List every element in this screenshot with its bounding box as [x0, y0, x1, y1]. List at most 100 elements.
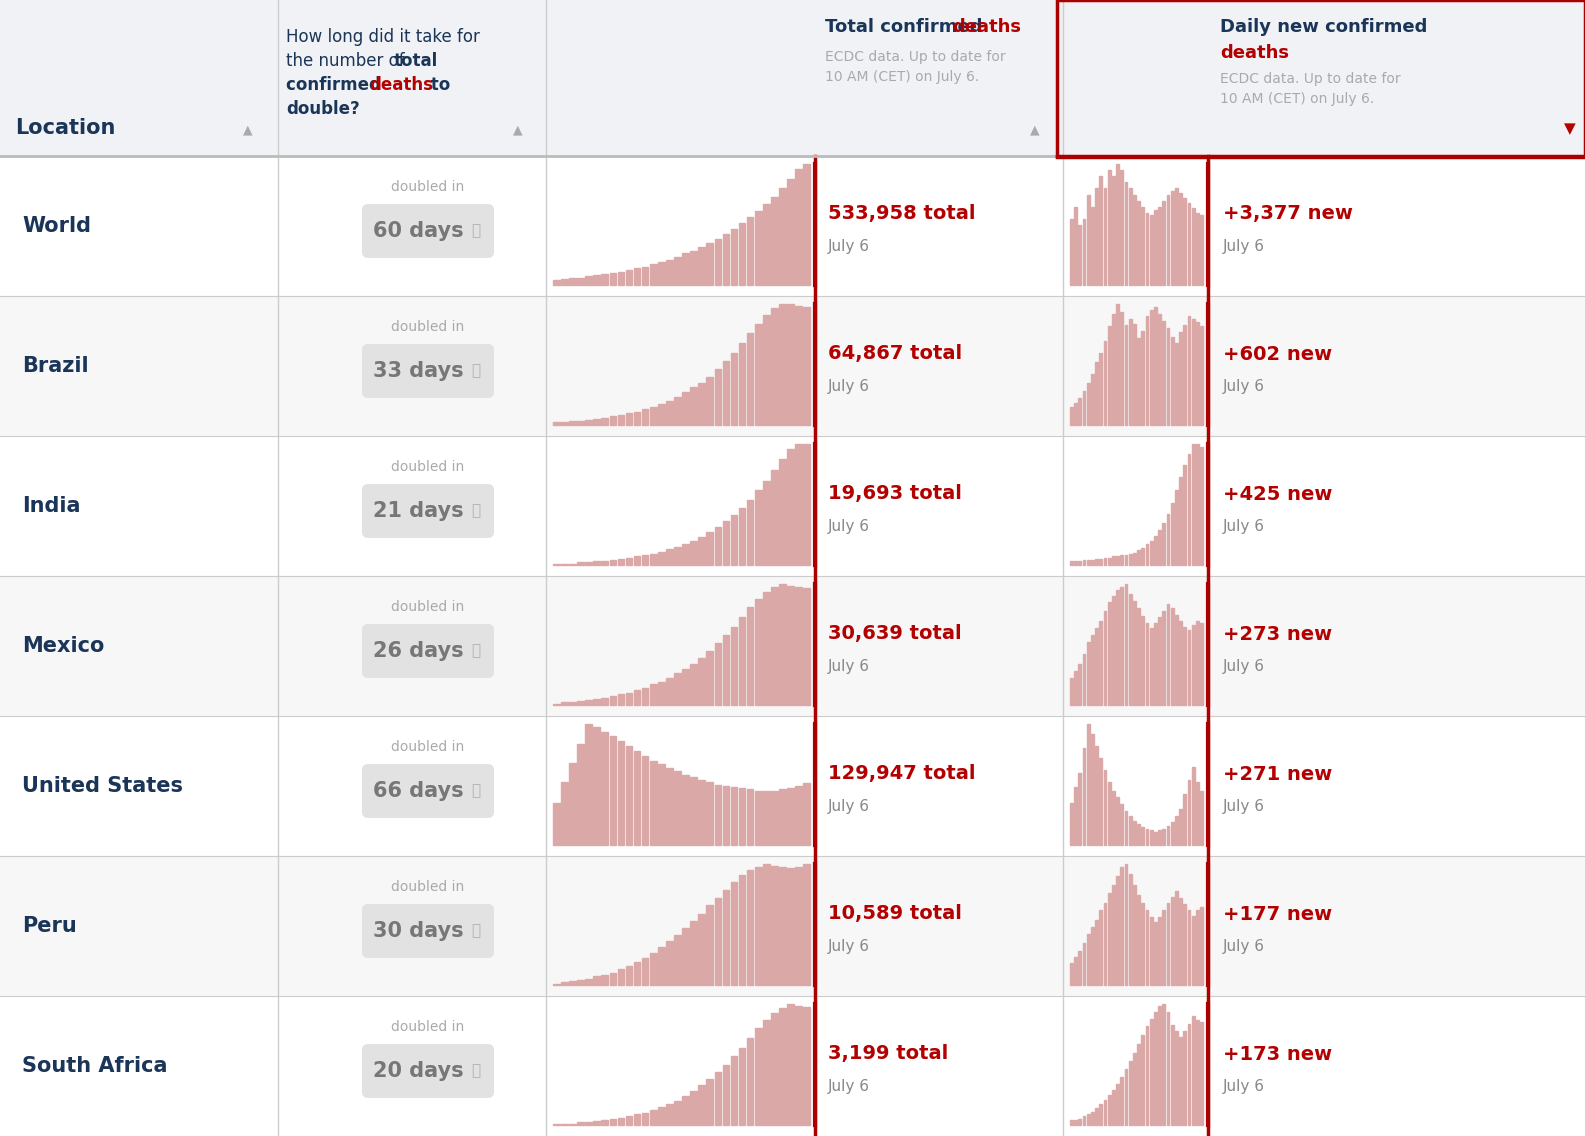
Bar: [666, 549, 672, 565]
Bar: [754, 324, 761, 425]
Text: July 6: July 6: [827, 659, 870, 674]
Text: July 6: July 6: [1224, 239, 1265, 253]
Bar: [715, 785, 721, 845]
Bar: [1121, 804, 1124, 845]
Bar: [1200, 446, 1203, 565]
FancyBboxPatch shape: [361, 204, 495, 258]
Bar: [1129, 189, 1132, 285]
Bar: [715, 643, 721, 704]
Bar: [610, 972, 617, 985]
Bar: [1174, 816, 1178, 845]
Bar: [682, 928, 689, 985]
Text: July 6: July 6: [1224, 1078, 1265, 1094]
Bar: [577, 562, 583, 565]
Bar: [1154, 623, 1157, 704]
Bar: [1167, 328, 1170, 425]
Bar: [1138, 609, 1140, 704]
Bar: [658, 947, 664, 985]
Bar: [577, 421, 583, 425]
Bar: [691, 251, 697, 285]
Bar: [626, 693, 632, 704]
Text: July 6: July 6: [1224, 659, 1265, 674]
Bar: [1087, 194, 1089, 285]
Bar: [772, 1013, 778, 1125]
Bar: [1087, 934, 1089, 985]
Bar: [561, 278, 567, 285]
Bar: [1087, 383, 1089, 425]
Bar: [1083, 391, 1086, 425]
Bar: [1179, 809, 1182, 845]
Text: 533,958 total: 533,958 total: [827, 204, 975, 224]
Bar: [1103, 189, 1106, 285]
Bar: [1159, 529, 1160, 565]
Bar: [577, 980, 583, 985]
Bar: [1149, 541, 1152, 565]
Text: How long did it take for: How long did it take for: [285, 28, 480, 45]
Bar: [610, 417, 617, 425]
Bar: [561, 983, 567, 985]
Bar: [1103, 1100, 1106, 1125]
Bar: [754, 211, 761, 285]
Bar: [1070, 561, 1073, 565]
Bar: [1192, 444, 1195, 565]
Bar: [731, 883, 737, 985]
Bar: [1154, 922, 1157, 985]
Bar: [1138, 894, 1140, 985]
Bar: [0, 436, 1585, 576]
Bar: [1100, 758, 1102, 845]
Bar: [1162, 523, 1165, 565]
Bar: [1100, 559, 1102, 565]
Bar: [593, 1121, 601, 1125]
Bar: [762, 791, 770, 845]
Bar: [1162, 1004, 1165, 1125]
Bar: [1174, 615, 1178, 704]
Bar: [1146, 1026, 1149, 1125]
Bar: [569, 1124, 575, 1125]
Text: Brazil: Brazil: [22, 356, 89, 376]
Bar: [682, 1096, 689, 1125]
Bar: [1149, 628, 1152, 704]
Bar: [754, 490, 761, 565]
Bar: [1167, 194, 1170, 285]
Bar: [1133, 1053, 1136, 1125]
Bar: [1187, 1024, 1190, 1125]
Bar: [1159, 830, 1160, 845]
Bar: [699, 658, 705, 704]
Bar: [634, 962, 640, 985]
Bar: [601, 561, 609, 565]
Bar: [1070, 678, 1073, 704]
Bar: [553, 703, 560, 704]
Bar: [1138, 201, 1140, 285]
Bar: [666, 259, 672, 285]
Bar: [642, 267, 648, 285]
Bar: [593, 699, 601, 704]
Bar: [1108, 783, 1111, 845]
Bar: [1090, 207, 1094, 285]
Bar: [666, 678, 672, 704]
Bar: [788, 585, 794, 704]
Bar: [1192, 208, 1195, 285]
Bar: [666, 1104, 672, 1125]
Bar: [731, 627, 737, 704]
Bar: [553, 803, 560, 845]
Bar: [1083, 749, 1086, 845]
Bar: [747, 333, 753, 425]
Bar: [723, 1064, 729, 1125]
Bar: [1075, 958, 1076, 985]
Bar: [1138, 339, 1140, 425]
Bar: [634, 751, 640, 845]
Bar: [1075, 403, 1076, 425]
Bar: [1149, 215, 1152, 285]
Bar: [1103, 611, 1106, 704]
Bar: [1121, 556, 1124, 565]
Bar: [1116, 165, 1119, 285]
Bar: [1087, 725, 1089, 845]
Bar: [780, 459, 786, 565]
Bar: [1103, 558, 1106, 565]
Bar: [666, 768, 672, 845]
Bar: [601, 698, 609, 704]
Text: +173 new: +173 new: [1224, 1044, 1331, 1063]
Bar: [1167, 515, 1170, 565]
Bar: [0, 296, 1585, 436]
Bar: [1146, 910, 1149, 985]
